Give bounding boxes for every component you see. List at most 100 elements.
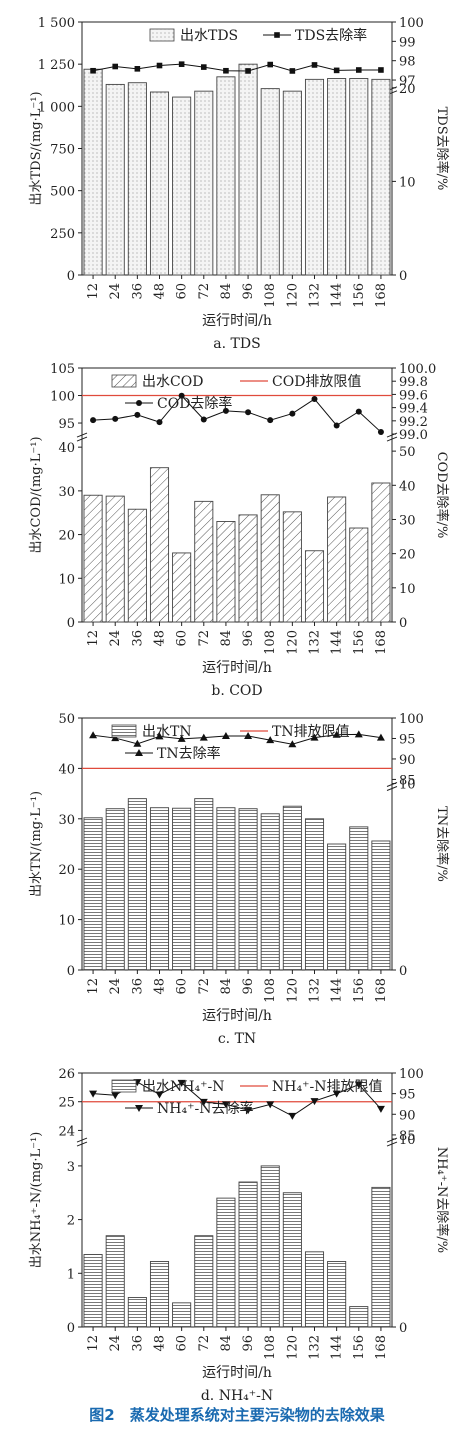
bar (172, 807, 192, 971)
x-tick-label: 156 (352, 978, 367, 1003)
y-axis-title: 出水COD/(mg·L⁻¹) (29, 436, 44, 553)
rate-point (178, 61, 185, 67)
y2-axis-title: NH₄⁺-N去除率/% (434, 1147, 450, 1253)
bar (105, 808, 125, 971)
x-tick-label: 12 (86, 630, 101, 647)
rate-point (177, 1079, 186, 1087)
rate-point (89, 731, 98, 739)
x-tick-label: 120 (285, 1335, 300, 1360)
panel-subtitle: d. NH₄⁺-N (201, 1388, 273, 1404)
x-tick-label: 168 (374, 978, 389, 1003)
x-tick-label: 48 (153, 978, 168, 995)
x-axis-title: 运行时间/h (202, 660, 272, 676)
right-tick-label: 99.4 (399, 402, 428, 417)
left-tick-label: 25 (58, 1096, 75, 1111)
right-tick-label: 0 (399, 616, 407, 631)
rate-point (333, 67, 340, 74)
rate-point (311, 62, 318, 68)
bar (304, 550, 325, 623)
panel-subtitle: b. COD (211, 683, 262, 699)
right-tick-label: 20 (399, 82, 416, 97)
x-tick-label: 144 (330, 978, 345, 1003)
right-tick-label: 10 (399, 582, 416, 597)
right-tick-label: 50 (399, 445, 416, 460)
legend-label: TN排放限值 (272, 724, 350, 740)
rate-point (266, 736, 275, 744)
x-tick-label: 156 (352, 630, 367, 655)
bar (304, 1251, 325, 1328)
x-tick-label: 84 (219, 283, 234, 300)
right-tick-label: 90 (399, 1108, 416, 1123)
left-tick-label: 30 (58, 813, 75, 828)
rate-point (310, 1098, 319, 1106)
x-tick-label: 84 (219, 978, 234, 995)
rate-point (222, 407, 229, 414)
bar (260, 88, 280, 276)
right-tick-label: 99.6 (399, 388, 428, 403)
right-tick-label: 99.2 (399, 415, 428, 430)
rate-point (289, 68, 296, 74)
right-tick-label: 90 (399, 753, 416, 768)
rate-line (93, 394, 382, 433)
rate-point (156, 419, 163, 426)
bar (282, 511, 302, 623)
left-tick-label: 250 (50, 227, 75, 242)
left-tick-label: 20 (58, 529, 75, 544)
left-tick-label: 3 (67, 1160, 75, 1175)
x-tick-label: 156 (352, 283, 367, 308)
bar (83, 817, 103, 971)
bar (127, 1297, 147, 1328)
x-tick-label: 108 (263, 1335, 278, 1360)
x-tick-label: 108 (263, 630, 278, 655)
left-tick-label: 30 (58, 485, 75, 500)
x-tick-label: 144 (330, 283, 345, 308)
left-tick-label: 105 (50, 362, 75, 377)
left-axis-break (76, 432, 88, 438)
bar (238, 1181, 258, 1328)
y-axis-title: 出水TDS/(mg·L⁻¹) (29, 91, 44, 205)
bar (327, 843, 347, 971)
x-tick-label: 132 (308, 1335, 323, 1360)
bar (349, 1306, 369, 1328)
rate-point (288, 1112, 297, 1120)
x-axis-title: 运行时间/h (202, 1365, 272, 1381)
x-tick-label: 84 (219, 630, 234, 647)
left-tick-label: 1 500 (38, 16, 75, 31)
rate-point (155, 1091, 164, 1099)
bar (371, 840, 391, 971)
right-tick-label: 85 (399, 1129, 416, 1144)
legend-label: 出水COD (142, 374, 203, 390)
rate-line (93, 1081, 382, 1117)
bar (327, 496, 347, 623)
legend-label: COD去除率 (157, 395, 232, 412)
legend-label: 出水NH₄⁺-N (142, 1079, 224, 1095)
rate-line (92, 63, 381, 72)
rate-point (354, 1081, 363, 1089)
x-tick-label: 12 (86, 978, 101, 995)
bar (216, 807, 236, 971)
rate-point (376, 733, 385, 741)
legend-bar-swatch (111, 1079, 137, 1093)
x-axis-title: 运行时间/h (202, 1008, 272, 1024)
bar (172, 1302, 192, 1328)
bar (172, 552, 192, 623)
figure-caption: 图2 蒸发处理系统对主要污染物的去除效果 (89, 1406, 385, 1424)
x-tick-label: 108 (263, 978, 278, 1003)
rate-point (354, 730, 363, 738)
right-tick-label: 20 (399, 548, 416, 563)
bar (371, 482, 391, 623)
left-tick-label: 40 (58, 441, 75, 456)
bar (149, 807, 170, 971)
y2-axis-title: TDS去除率/% (434, 107, 450, 191)
rate-point (332, 730, 341, 738)
rate-point (221, 732, 230, 740)
bar (172, 96, 192, 276)
x-tick-label: 132 (308, 978, 323, 1003)
rate-point (89, 1090, 98, 1098)
bar (238, 63, 258, 276)
left-tick-label: 20 (58, 863, 75, 878)
rate-point (200, 64, 207, 70)
left-tick-label: 50 (58, 712, 75, 727)
